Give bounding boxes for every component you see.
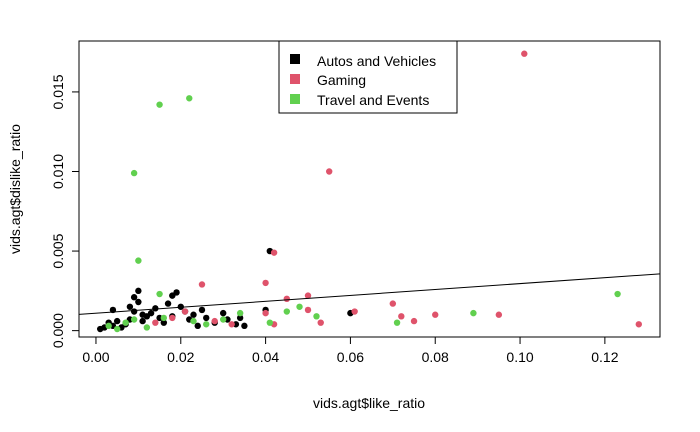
data-point	[470, 309, 477, 317]
data-point	[262, 309, 269, 317]
y-tick-label: 0.010	[50, 154, 66, 189]
data-point	[135, 298, 142, 306]
data-point	[270, 249, 278, 256]
data-point	[432, 311, 439, 318]
data-point	[393, 319, 401, 326]
data-point	[177, 303, 184, 310]
legend-swatch-travel	[290, 94, 300, 104]
x-tick-label: 0.04	[252, 349, 279, 365]
data-point	[139, 317, 146, 325]
data-point	[143, 324, 151, 331]
data-point	[156, 290, 163, 298]
data-point	[313, 313, 320, 320]
data-point	[190, 317, 197, 325]
y-axis: 0.000 0.005 0.010 0.015	[50, 74, 80, 348]
data-point	[105, 322, 112, 330]
data-point	[211, 317, 218, 325]
data-point	[203, 321, 210, 328]
data-point	[228, 321, 235, 328]
data-point	[635, 321, 642, 328]
data-point	[190, 311, 197, 318]
data-point	[614, 290, 621, 298]
x-tick-label: 0.12	[591, 349, 618, 365]
y-tick-label: 0.000	[50, 313, 66, 348]
legend-label-travel: Travel and Events	[317, 92, 429, 108]
data-point	[113, 325, 121, 333]
data-point	[389, 300, 397, 307]
x-tick-label: 0.10	[506, 349, 533, 365]
legend: Autos and Vehicles Gaming Travel and Eve…	[278, 40, 458, 114]
data-point	[495, 311, 503, 318]
data-point	[241, 322, 248, 330]
data-point	[152, 319, 159, 326]
data-point	[122, 319, 129, 326]
data-point	[219, 316, 227, 323]
y-axis-title: vids.agt$dislike_ratio	[7, 124, 23, 254]
data-point	[186, 95, 193, 102]
data-point	[219, 309, 227, 317]
data-point	[203, 314, 210, 322]
trend-line	[78, 273, 661, 315]
data-point	[169, 314, 176, 322]
legend-box	[278, 40, 458, 114]
data-point	[156, 101, 163, 108]
data-point	[130, 316, 138, 323]
data-point	[147, 309, 155, 317]
data-point	[351, 308, 358, 315]
data-point	[296, 303, 303, 310]
x-tick-label: 0.06	[337, 349, 364, 365]
data-point	[198, 306, 206, 314]
data-point	[160, 319, 168, 326]
data-point	[135, 287, 142, 295]
data-point	[521, 50, 528, 57]
x-tick-label: 0.00	[82, 349, 109, 365]
data-point	[130, 169, 138, 177]
data-point	[236, 314, 244, 322]
data-point	[410, 317, 418, 325]
data-point	[283, 295, 291, 303]
data-point	[198, 281, 206, 288]
data-point	[164, 300, 172, 307]
data-point	[126, 303, 134, 310]
y-tick-label: 0.015	[50, 74, 66, 109]
data-point	[135, 257, 142, 264]
data-point	[304, 292, 312, 299]
data-point	[283, 308, 291, 315]
legend-label-gaming: Gaming	[317, 72, 366, 88]
legend-swatch-gaming	[290, 74, 300, 84]
y-tick-label: 0.005	[50, 233, 66, 268]
x-tick-label: 0.02	[167, 349, 194, 365]
data-point	[152, 305, 159, 312]
data-points	[97, 50, 642, 333]
data-point	[194, 322, 201, 330]
legend-swatch-autos	[290, 54, 300, 64]
data-point	[130, 308, 138, 315]
data-point	[113, 317, 121, 325]
x-axis-title: vids.agt$like_ratio	[313, 395, 425, 411]
data-point	[181, 308, 189, 315]
data-point	[236, 309, 244, 317]
data-point	[262, 279, 269, 287]
data-point	[304, 306, 312, 314]
data-point	[317, 319, 324, 326]
x-tick-label: 0.08	[422, 349, 449, 365]
data-point	[326, 168, 333, 175]
legend-label-autos: Autos and Vehicles	[317, 53, 436, 69]
data-point	[266, 319, 274, 326]
data-point	[130, 294, 138, 301]
data-point	[398, 313, 405, 320]
data-point	[160, 314, 168, 322]
data-point	[173, 289, 180, 296]
x-axis: 0.00 0.02 0.04 0.06 0.08 0.10 0.12	[82, 336, 619, 365]
